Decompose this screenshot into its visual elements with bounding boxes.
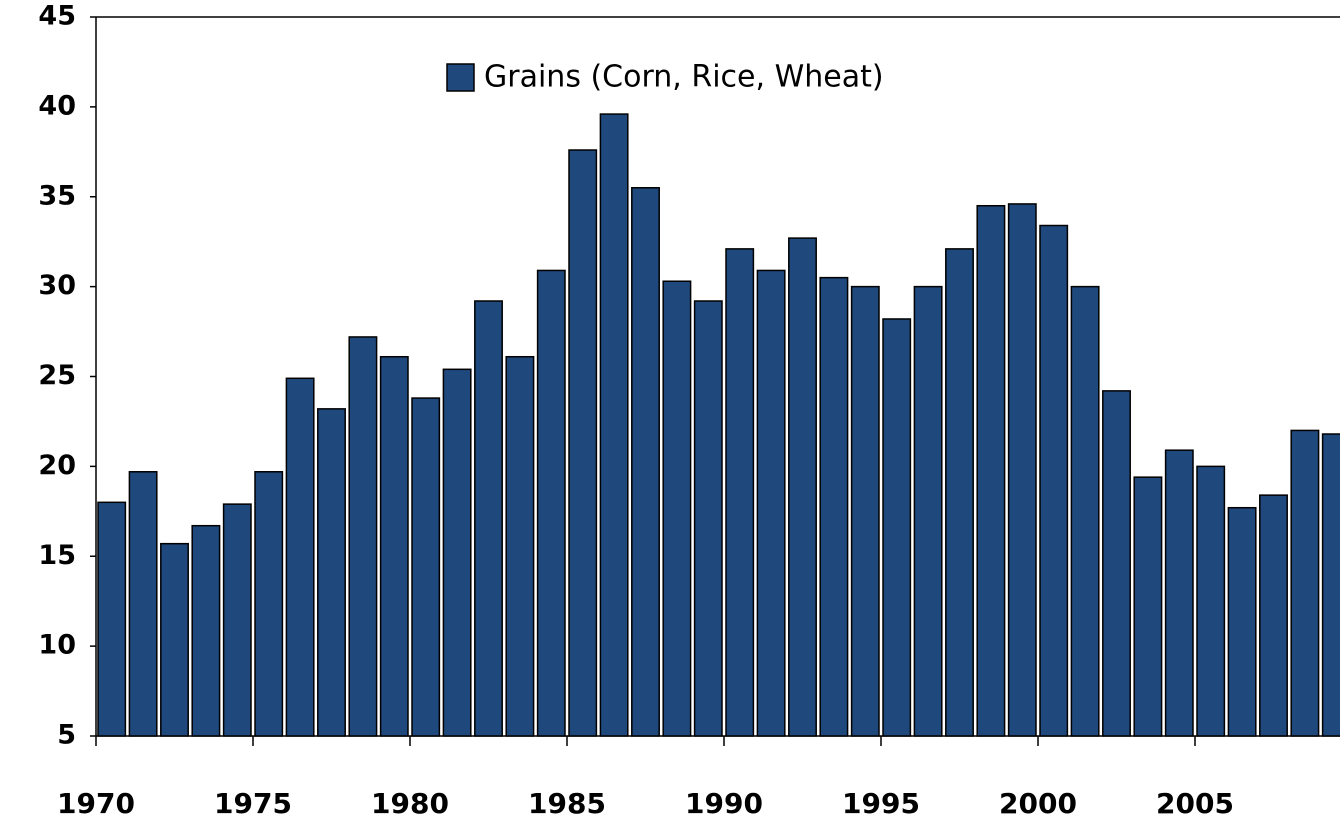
x-tick-label: 1995 xyxy=(842,787,920,820)
bar xyxy=(568,149,598,737)
bar xyxy=(913,285,943,737)
bar xyxy=(725,248,755,737)
bar xyxy=(1321,433,1340,737)
bar xyxy=(442,368,472,737)
bar xyxy=(1070,285,1100,737)
bar xyxy=(1164,449,1194,737)
x-tick-label: 2000 xyxy=(999,787,1077,820)
y-tick-label: 40 xyxy=(38,90,76,121)
legend-label: Grains (Corn, Rice, Wheat) xyxy=(484,60,884,95)
bar xyxy=(819,276,849,737)
y-tick-label: 15 xyxy=(38,540,76,571)
x-tick-label: 1975 xyxy=(214,787,292,820)
bar xyxy=(1227,506,1257,737)
bar xyxy=(1039,224,1069,737)
bar xyxy=(1133,476,1163,737)
bar xyxy=(317,408,346,737)
bar xyxy=(474,300,503,737)
bar xyxy=(1102,390,1131,737)
y-tick-label: 5 xyxy=(57,720,76,751)
bar xyxy=(693,300,723,737)
bar xyxy=(662,280,692,737)
bar xyxy=(599,113,629,737)
bar xyxy=(97,501,127,737)
bar xyxy=(788,237,817,737)
bar xyxy=(631,187,660,737)
bar xyxy=(945,248,974,737)
bar xyxy=(1007,203,1037,737)
x-tick-label: 1970 xyxy=(57,787,135,820)
y-tick-label: 20 xyxy=(38,450,76,481)
y-tick-label: 45 xyxy=(38,1,76,32)
legend-swatch xyxy=(446,63,475,92)
bar xyxy=(348,336,378,737)
bar xyxy=(1259,494,1288,737)
y-tick-label: 35 xyxy=(38,180,76,211)
bar xyxy=(254,471,284,737)
bar xyxy=(191,524,221,737)
bar xyxy=(536,269,566,737)
x-tick-label: 1980 xyxy=(371,787,449,820)
bar xyxy=(1290,429,1320,737)
bar xyxy=(222,503,252,737)
y-tick-label: 25 xyxy=(38,360,76,391)
x-tick-label: 2005 xyxy=(1156,787,1234,820)
bar xyxy=(850,285,880,737)
x-tick-label: 1990 xyxy=(685,787,763,820)
y-tick-label: 30 xyxy=(38,270,76,301)
bar xyxy=(505,355,535,737)
bar xyxy=(882,318,912,737)
bar xyxy=(976,204,1006,737)
bar xyxy=(285,377,315,737)
bar xyxy=(160,542,189,737)
bar xyxy=(1196,465,1226,737)
x-tick-label: 1985 xyxy=(528,787,606,820)
y-tick-label: 10 xyxy=(38,630,76,661)
bar xyxy=(756,269,786,737)
bar xyxy=(379,355,409,737)
bar xyxy=(411,397,441,737)
bar xyxy=(128,471,158,737)
